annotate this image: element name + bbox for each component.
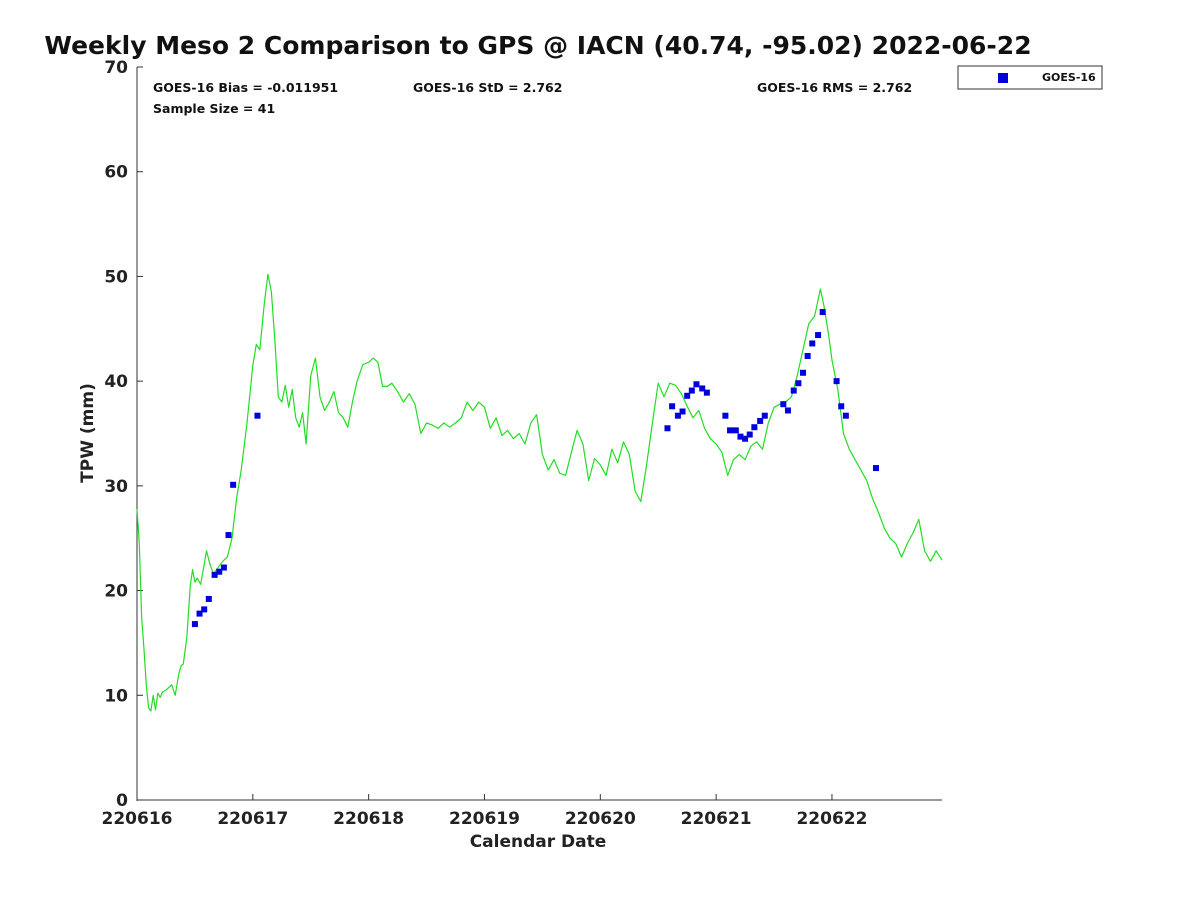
y-tick-label: 70 [104,58,128,78]
goes16-point [684,392,691,399]
goes16-point [732,427,739,434]
goes16-point [196,610,203,617]
goes16-point [815,332,822,339]
x-tick-label: 220621 [681,809,752,829]
stat-std: GOES-16 StD = 2.762 [413,80,562,95]
x-tick-label: 220622 [796,809,867,829]
chart-title: Weekly Meso 2 Comparison to GPS @ IACN (… [44,31,1031,60]
x-tick-label: 220620 [565,809,636,829]
stat-sample-size: Sample Size = 41 [153,101,275,116]
goes16-point [211,571,218,578]
goes16-point [804,353,811,360]
goes16-point [746,431,753,438]
y-tick-label: 10 [104,686,128,706]
goes16-point [699,385,706,392]
goes16-point [842,412,849,419]
x-tick-label: 220619 [449,809,520,829]
y-tick-label: 50 [104,267,128,287]
goes16-point [191,621,198,628]
x-tick-label: 220617 [217,809,288,829]
x-tick-label: 220618 [333,809,404,829]
gps-line [136,273,943,712]
x-tick-label: 220616 [102,809,173,829]
goes16-point [664,425,671,432]
x-axis-label: Calendar Date [470,832,607,852]
legend-box [957,65,1103,90]
goes16-point [784,407,791,414]
goes16-point [742,435,749,442]
goes16-point [819,309,826,316]
goes16-point [688,387,695,394]
x-ticks: 220616 220617 220618 220619 220620 220621 2206… [102,794,867,829]
goes16-point [761,412,768,419]
goes16-point [737,433,744,440]
y-tick-label: 40 [104,372,128,392]
plot-area: 0 10 20 30 40 50 60 70 220616 220617 220618 220619… [102,58,943,829]
y-tick-label: 60 [104,163,128,183]
goes16-point [679,408,686,415]
goes16-point [790,387,797,394]
goes16-point [800,369,807,376]
goes16-point [254,412,261,419]
goes16-point [872,465,879,472]
legend-marker [998,73,1008,83]
goes16-series-points [191,309,879,628]
goes16-point [669,403,676,410]
goes16-point [693,381,700,388]
legend-label: GOES-16 [1042,71,1096,84]
y-ticks: 0 10 20 30 40 50 60 70 [104,58,143,811]
goes16-point [201,606,208,613]
stats-panel: GOES-16 Bias = -0.011951 GOES-16 StD = 2… [153,80,912,116]
goes16-point [230,481,237,488]
y-axis-label: TPW (mm) [78,383,98,483]
goes16-point [727,427,734,434]
goes16-point [225,532,232,539]
goes16-point [751,424,758,431]
goes16-point [809,340,816,347]
goes16-point [833,378,840,385]
stat-bias: GOES-16 Bias = -0.011951 [153,80,338,95]
goes16-point [220,564,227,571]
legend: GOES-16 [957,65,1103,90]
goes16-point [216,568,223,575]
gps-series-line [136,273,943,712]
goes16-point [722,412,729,419]
goes16-point [757,417,764,424]
stat-rms: GOES-16 RMS = 2.762 [757,80,912,95]
y-tick-label: 30 [104,477,128,497]
goes16-point [703,389,710,396]
goes16-point [838,403,845,410]
y-tick-label: 0 [116,791,128,811]
y-tick-label: 20 [104,582,128,602]
goes16-point [795,380,802,387]
goes16-point [205,595,212,602]
goes16-point [674,412,681,419]
goes16-point [780,401,787,408]
